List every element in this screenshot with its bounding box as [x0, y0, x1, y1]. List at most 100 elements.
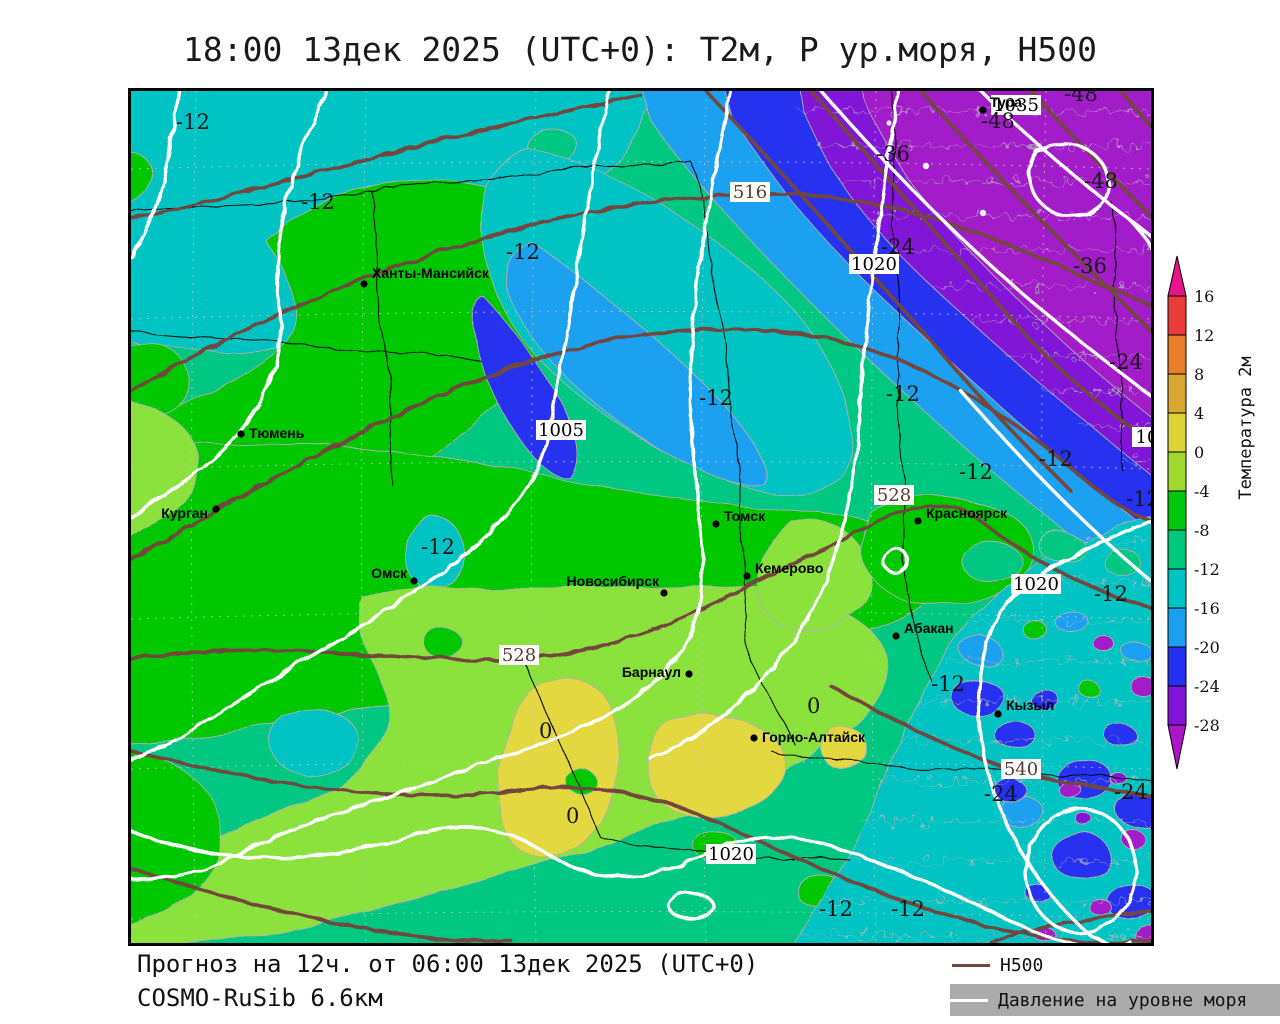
city-dot: [892, 632, 900, 640]
temperature-label: -12: [301, 190, 335, 214]
colorbar-tick: -20: [1194, 638, 1220, 657]
colorbar-tick: -16: [1194, 599, 1220, 618]
colorbar-segment: [1167, 607, 1187, 648]
colorbar-tick: -24: [1194, 677, 1220, 696]
city-label: Кемерово: [755, 560, 823, 576]
temperature-label: -24: [984, 782, 1018, 806]
temperature-label: -12: [819, 897, 853, 921]
temperature-label-group: -12 -12 -12 -12 -12 -12 -12 -12 -12 -12 -12 -12 -12 -…: [176, 91, 1151, 921]
city-dot: [360, 280, 368, 288]
city-label: Тура: [990, 94, 1022, 110]
colorbar-arrow-bottom: [1167, 724, 1187, 770]
h500-contours: [131, 91, 1151, 943]
contour-label-box: [706, 844, 756, 864]
city-dot: [685, 670, 693, 678]
temperature-label: -36: [1073, 254, 1107, 278]
colorbar-segment: [1167, 568, 1187, 609]
city-label: Омск: [371, 565, 408, 581]
colorbar-tick: -12: [1194, 560, 1220, 579]
contour-label-box: [1001, 759, 1041, 779]
temperature-label: 0: [566, 804, 579, 828]
pressure-line-sample: [950, 998, 988, 1002]
contour-label-box: [536, 420, 586, 440]
temperature-label: -12: [1039, 447, 1073, 471]
temperature-label: -12: [931, 672, 965, 696]
temperature-label: -24: [1114, 780, 1148, 804]
h500-label-group: 516 528 528 540: [499, 182, 1041, 780]
temperature-colorbar: 16 12 8 4 0 -4 -8 -12 -16 -20 -24 -28: [1167, 255, 1220, 770]
city-dot: [237, 430, 245, 438]
colorbar-tick: -4: [1194, 482, 1210, 501]
temperature-label: -12: [176, 110, 210, 134]
temperature-label: -12: [1126, 487, 1151, 511]
colorbar-segment: [1167, 646, 1187, 687]
model-info-line: COSMO-RuSib 6.6км: [137, 984, 383, 1012]
colorbar-segment: [1167, 412, 1187, 453]
contour-label-box: [874, 485, 914, 505]
contour-label-box: [1132, 427, 1151, 447]
contour-label: 1035: [993, 95, 1039, 116]
colorbar-segment: [1167, 451, 1187, 492]
temperature-label: 0: [539, 719, 552, 743]
contour-label-box: [730, 182, 770, 202]
city-dot: [979, 106, 987, 114]
temperature-label: -12: [959, 460, 993, 484]
temperature-label: -12: [891, 897, 925, 921]
city-label: Кызыл: [1006, 697, 1054, 713]
city-label: Барнаул: [622, 664, 681, 680]
temperature-label: -48: [1084, 169, 1118, 193]
colorbar-tick: 0: [1194, 443, 1204, 462]
colorbar-arrow-top: [1167, 255, 1187, 297]
city-dot: [750, 734, 758, 742]
legend-h500: H500: [952, 952, 1280, 978]
temperature-label: -12: [506, 240, 540, 264]
legend-pressure: Давление на уровне моря: [950, 984, 1280, 1016]
contour-label: 540: [1004, 759, 1038, 780]
contour-label: 1020: [1013, 574, 1059, 595]
city-dot: [914, 517, 922, 525]
colorbar-tick: 16: [1194, 287, 1214, 306]
temperature-label: -12: [886, 382, 920, 406]
city-dot: [410, 577, 418, 585]
colorbar-tick: 4: [1194, 404, 1204, 423]
temperature-label: -36: [876, 142, 910, 166]
city-label: Красноярск: [926, 505, 1008, 521]
city-dot: [712, 520, 720, 528]
city-label: Курган: [161, 505, 208, 521]
contour-label: 528: [877, 485, 911, 506]
colorbar-segment: [1167, 295, 1187, 336]
graticule: [131, 91, 1151, 943]
contour-label: 528: [502, 645, 536, 666]
temperature-label: -12: [421, 535, 455, 559]
city-marker-group: Ханты-Мансийск Тюмень Курган Омск Томск Новос…: [161, 94, 1054, 745]
city-dot: [994, 710, 1002, 718]
contour-label: 1005: [538, 420, 584, 441]
pressure-legend-label: Давление на уровне моря: [998, 989, 1248, 1011]
city-label: Тюмень: [249, 425, 305, 441]
colorbar-segment: [1167, 373, 1187, 414]
temperature-label: -48: [981, 109, 1015, 133]
temperature-label: -24: [1109, 350, 1143, 374]
contour-label-box: [499, 645, 539, 665]
h500-legend-label: H500: [1000, 954, 1044, 976]
city-label: Ханты-Мансийск: [372, 265, 490, 281]
colorbar-tick: -28: [1194, 716, 1220, 735]
colorbar-segment: [1167, 334, 1187, 375]
pressure-label-group: 1005 1020 1020 1020 1035 10: [536, 95, 1151, 865]
city-dot: [212, 505, 220, 513]
city-label: Горно-Алтайск: [762, 729, 866, 745]
city-label: Томск: [724, 508, 766, 524]
colorbar-tick: 12: [1194, 326, 1214, 345]
temperature-label: -12: [699, 386, 733, 410]
city-dot: [660, 589, 668, 597]
colorbar-title: Температура 2м: [1236, 356, 1256, 500]
contour-label: 1020: [851, 254, 897, 275]
temperature-label: -12: [1094, 582, 1128, 606]
contour-label: 1020: [708, 844, 754, 865]
city-dot: [743, 572, 751, 580]
page-title: 18:00 13дек 2025 (UTC+0): Т2м, Р ур.моря…: [183, 30, 1097, 69]
contour-label-box: [849, 254, 899, 274]
